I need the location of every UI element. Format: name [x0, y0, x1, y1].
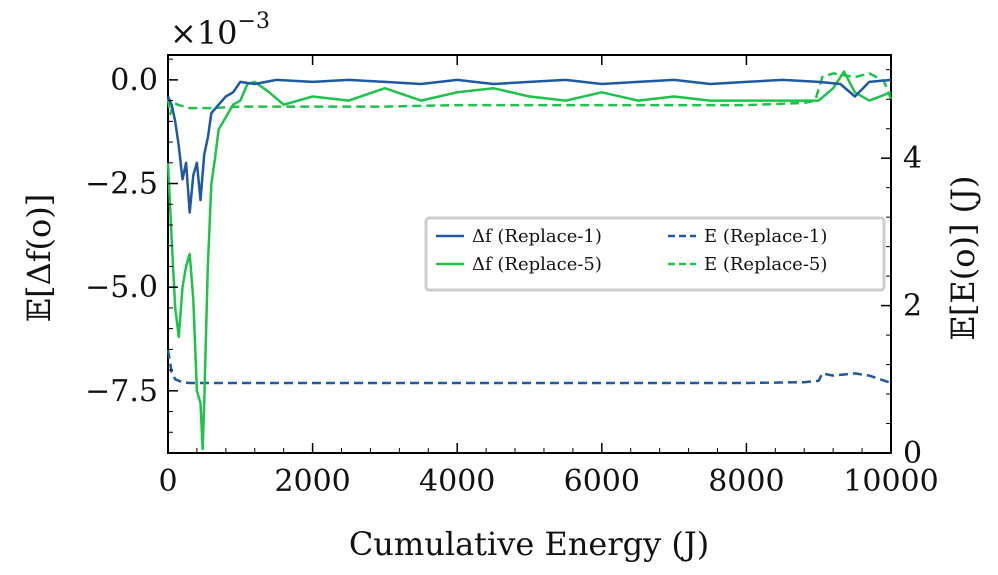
y-left-tick-label: 0.0	[110, 63, 158, 98]
plot-frame	[167, 54, 892, 454]
series-line-e_r1	[166, 349, 892, 385]
series-line-e_r5	[166, 72, 893, 116]
x-axis-label: Cumulative Energy (J)	[349, 525, 709, 563]
y-left-multiplier: ×10−3	[170, 9, 270, 52]
x-tick-label: 10000	[843, 464, 938, 499]
y-left-tick-label: −2.5	[85, 167, 158, 202]
legend-label-e_r1: E (Replace-1)	[704, 226, 827, 247]
ticks-layer: 0 2000 4000 6000 8000 10000 0.0 −2.5 −5.0 −7.5 0 2 4	[85, 55, 939, 499]
y-left-tick-label: −5.0	[85, 270, 158, 305]
x-tick-label: 6000	[564, 464, 640, 499]
legend-box	[424, 216, 886, 292]
x-tick-label: 4000	[419, 464, 495, 499]
series-line-df_r1	[166, 78, 892, 214]
y-left-tick-label: −7.5	[85, 374, 158, 409]
x-tick-label: 2000	[274, 464, 350, 499]
legend-label-df_r5: Δf (Replace-5)	[472, 254, 602, 275]
legend: Δf (Replace-1) E (Replace-1) Δf (Replace-5…	[424, 216, 886, 292]
series-layer	[166, 70, 893, 451]
x-tick-label: 0	[158, 464, 177, 499]
legend-label-e_r5: E (Replace-5)	[704, 254, 827, 275]
y-right-tick-label: 4	[903, 141, 922, 176]
y-right-tick-label: 0	[903, 436, 922, 471]
series-line-df_r5	[166, 70, 892, 451]
y-left-axis-label: 𝔼[Δf(o)]	[20, 194, 58, 323]
x-tick-label: 8000	[708, 464, 784, 499]
y-right-axis-label: 𝔼[E(o)] (J)	[944, 176, 982, 341]
legend-label-df_r1: Δf (Replace-1)	[472, 226, 602, 247]
y-right-tick-label: 2	[903, 289, 922, 324]
